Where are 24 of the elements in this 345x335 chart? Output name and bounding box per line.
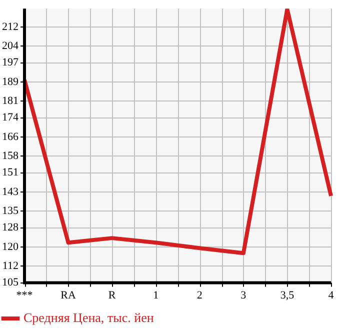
- y-tick-label: 143: [2, 186, 19, 198]
- y-tick-label: 197: [2, 56, 19, 69]
- y-tick-label: 189: [2, 76, 19, 88]
- y-tick-label: 158: [2, 150, 19, 162]
- x-tick-label: 4: [328, 289, 334, 302]
- legend-label: Средняя Цена, тыс. йен: [24, 310, 154, 325]
- y-tick-label: 174: [2, 112, 19, 124]
- x-tick-label: 3,5: [280, 289, 295, 302]
- y-tick-label: 120: [2, 240, 19, 253]
- x-tick-label: 1: [153, 289, 159, 302]
- y-tick-label: 212: [2, 20, 18, 33]
- y-tick-label: 128: [2, 222, 19, 234]
- y-tick-label: 135: [2, 204, 19, 217]
- x-tick-label: 3: [240, 289, 247, 302]
- x-tick-label: RA: [60, 289, 76, 302]
- y-tick-label: 181: [2, 94, 18, 107]
- y-tick-label: 204: [2, 40, 19, 52]
- y-tick-label: 112: [2, 260, 18, 272]
- y-tick-label: 105: [2, 276, 19, 289]
- y-tick-label: 166: [2, 130, 19, 143]
- y-tick-label: 151: [2, 166, 18, 179]
- x-tick-label: ***: [16, 289, 33, 302]
- x-tick-label: 2: [196, 289, 202, 302]
- x-tick-label: R: [108, 289, 116, 302]
